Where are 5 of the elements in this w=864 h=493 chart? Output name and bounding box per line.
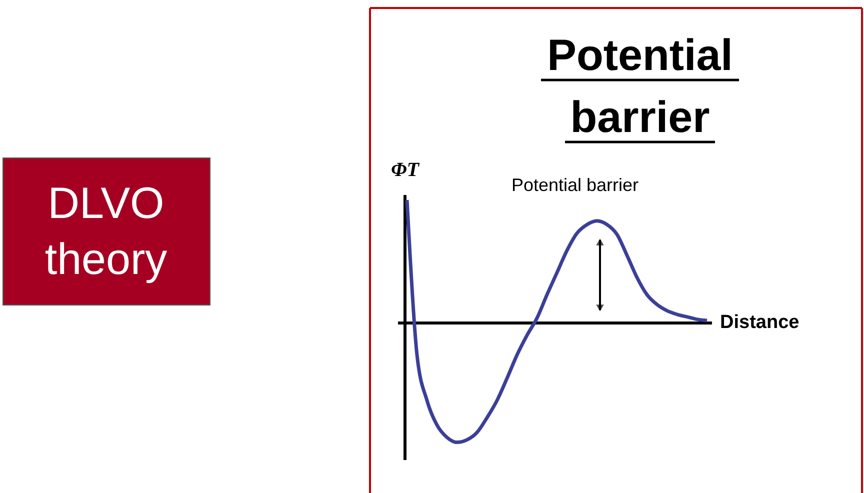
text: DLVO theory [44, 179, 168, 284]
chart-title: Potential barrier [547, 31, 733, 142]
x-axis-title: Distance [720, 312, 800, 333]
y-axis-title: ΦT [391, 159, 420, 181]
text: Potential barrier [511, 175, 639, 195]
